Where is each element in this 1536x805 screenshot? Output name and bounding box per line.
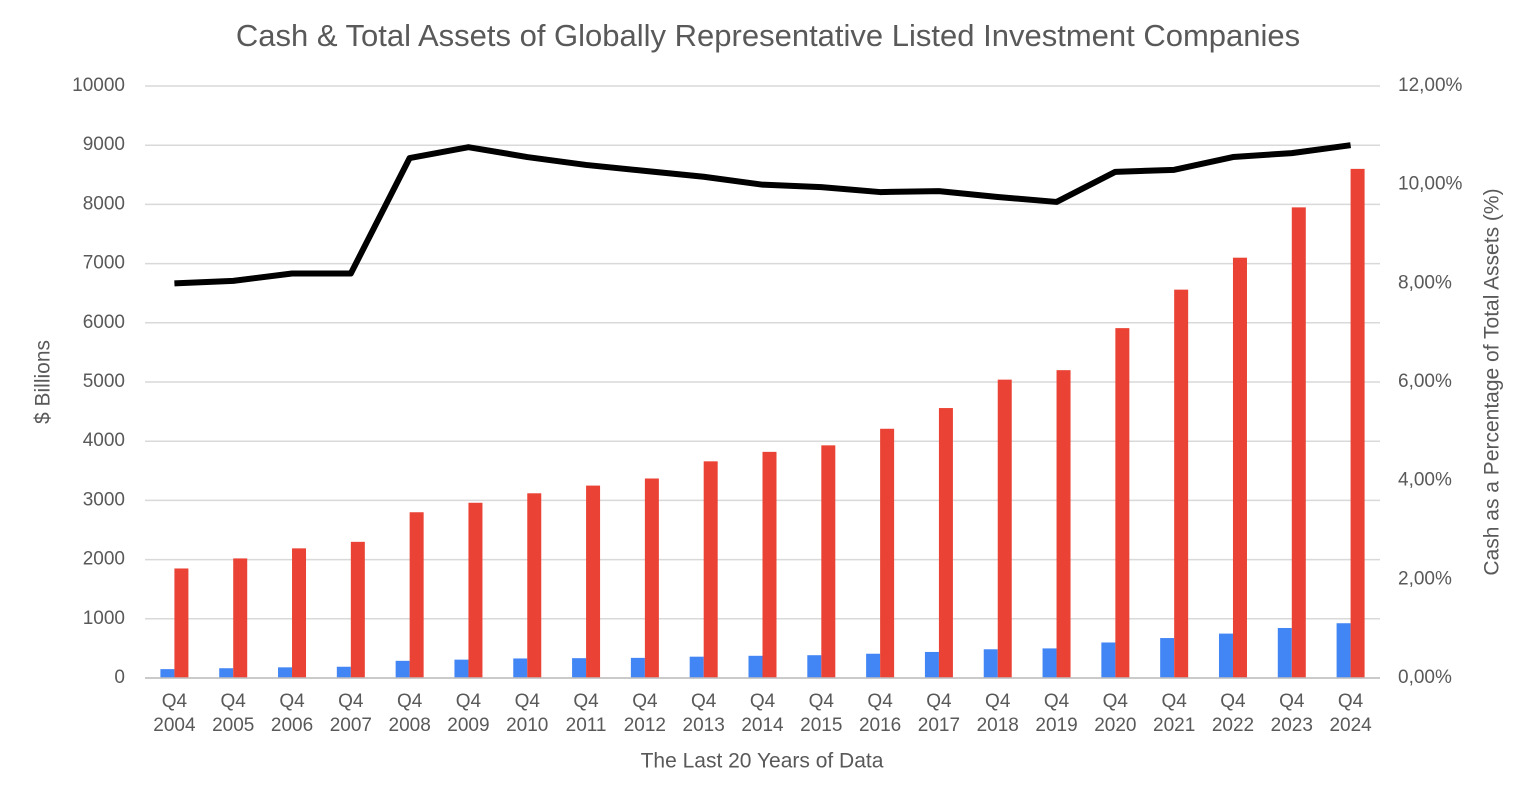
bar [395,660,410,678]
bar [454,659,469,678]
bar [1115,328,1130,678]
x-tick-label: Q4 2024 [1329,691,1372,736]
bar [160,669,175,678]
bar [336,666,351,678]
bar [762,451,777,678]
bar [233,558,248,678]
x-tick-label: Q4 2017 [917,691,961,736]
y-tick-label: 1000 [83,608,125,629]
x-tick-label: Q4 2020 [1094,691,1137,736]
y2-tick-label: 8,00% [1398,272,1452,293]
y-tick-label: 5000 [83,371,125,392]
bar [1277,627,1292,678]
bar [748,655,763,678]
y-tick-label: 9000 [83,134,125,155]
x-tick-label: Q4 2022 [1211,691,1255,736]
y-tick-label: 3000 [83,489,125,510]
x-tick-label: Q4 2007 [329,691,372,736]
x-tick-label: Q4 2004 [153,691,196,736]
bar [821,445,836,678]
bar [1350,168,1365,678]
x-tick-label: Q4 2023 [1270,691,1313,736]
bar [1042,648,1057,678]
bar [1056,370,1071,678]
bar [997,379,1012,678]
x-tick-label: Q4 2009 [447,691,490,736]
bar [880,428,895,678]
bar [527,493,542,678]
y2-tick-label: 2,00% [1398,568,1452,589]
y-axis-label: $ Billions [32,340,55,424]
y2-tick-label: 0,00% [1398,667,1452,688]
y-tick-label: 10000 [72,75,125,96]
x-axis-label: The Last 20 Years of Data [641,750,884,773]
bar [174,568,189,678]
bar [292,548,307,678]
x-tick-label: Q4 2014 [741,691,784,736]
bar [1232,257,1247,678]
y2-tick-label: 12,00% [1398,75,1463,96]
bar [586,485,601,678]
bar [1291,207,1306,679]
bar [938,408,953,678]
bar [1160,638,1175,678]
bar [1218,633,1233,678]
x-tick-label: Q4 2013 [682,691,725,736]
bar [572,658,587,678]
y-tick-label: 6000 [83,312,125,333]
bar [807,655,822,678]
bar [1101,642,1116,678]
bar [924,651,939,678]
x-tick-label: Q4 2021 [1153,691,1196,736]
y-tick-label: 0 [114,667,125,688]
bar [513,658,528,678]
x-tick-label: Q4 2016 [858,691,902,736]
x-tick-label: Q4 2012 [623,691,667,736]
bar [689,656,704,678]
x-tick-label: Q4 2015 [800,691,843,736]
bar [278,667,293,678]
bar [703,461,718,678]
bar [409,512,424,678]
x-tick-label: Q4 2011 [565,691,607,736]
y-tick-label: 2000 [83,549,125,570]
y-tick-label: 4000 [83,430,125,451]
x-tick-label: Q4 2006 [270,691,314,736]
y-tick-label: 8000 [83,193,125,214]
x-tick-label: Q4 2010 [506,691,549,736]
bar [644,478,659,678]
bar [219,668,234,678]
x-tick-label: Q4 2008 [388,691,431,736]
bar [1174,289,1189,678]
bar [350,541,365,678]
bar [468,502,483,678]
x-tick-label: Q4 2005 [212,691,255,736]
bar [983,649,998,678]
y-tick-label: 7000 [83,253,125,274]
bar [1336,623,1351,678]
y2-tick-label: 10,00% [1398,174,1463,195]
x-tick-label: Q4 2018 [976,691,1019,736]
chart-title: Cash & Total Assets of Globally Represen… [236,18,1300,53]
x-tick-label: Q4 2019 [1035,691,1078,736]
y2-tick-label: 6,00% [1398,371,1452,392]
y2-axis-label: Cash as a Percentage of Total Assets (%) [1481,188,1504,575]
bar [630,657,645,678]
bar [866,653,881,678]
y2-tick-label: 4,00% [1398,470,1452,491]
line [174,142,1351,287]
